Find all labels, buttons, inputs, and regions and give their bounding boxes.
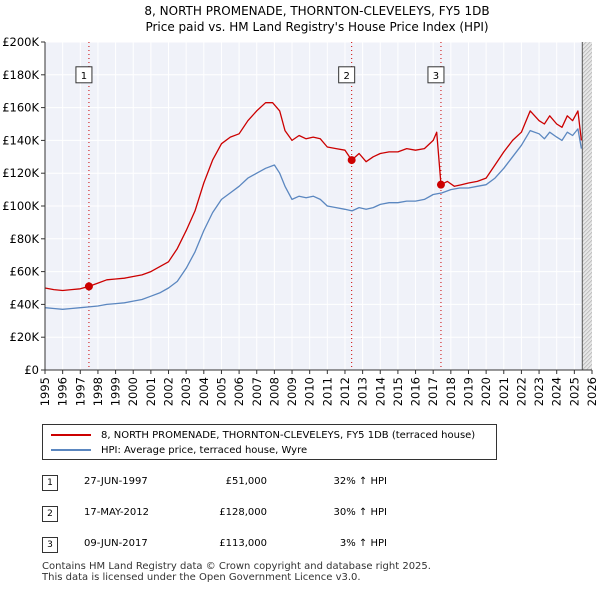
x-tick-label: 2000 [126,377,140,406]
y-tick-label: £100K [2,199,39,213]
sale-hpi-change: 32% ↑ HPI [333,476,387,487]
chart-subtitle: Price paid vs. HM Land Registry's House … [145,20,488,34]
hatch-line [582,311,593,323]
sale-date: 27-JUN-1997 [84,476,148,487]
sale-date: 17-MAY-2012 [84,507,150,518]
sale-points [84,156,445,291]
x-tick-label: 2012 [338,377,352,406]
legend-swatch-property [51,434,91,436]
legend-item-property: 8, NORTH PROMENADE, THORNTON-CLEVELEYS, … [51,428,475,442]
legend: 8, NORTH PROMENADE, THORNTON-CLEVELEYS, … [42,424,497,460]
x-tick-label: 2017 [426,377,440,406]
x-tick-label: 2019 [462,377,476,406]
footer: Contains HM Land Registry data © Crown c… [42,561,431,583]
hatch-line [582,87,593,99]
sale-date: 09-JUN-2017 [84,538,148,549]
x-axis: 1995 1996 1997 1998 1999 2000 2001 2002 2003 2004… [38,369,599,406]
footer-licence: This data is licensed under the Open Gov… [42,572,361,583]
y-tick-label: £20K [10,330,40,344]
x-tick-label: 2022 [514,377,528,406]
y-tick-label: £120K [2,166,39,180]
x-tick-label: 2010 [303,377,317,406]
x-tick-label: 2005 [214,377,228,406]
legend-item-hpi: HPI: Average price, terraced house, Wyre [51,443,307,457]
sale-number: 2 [42,506,58,522]
x-tick-label: 1998 [91,377,105,406]
sale-price: £128,000 [219,507,267,518]
y-tick-label: £140K [2,133,39,147]
sale-label-box [75,66,93,84]
x-tick-label: 2026 [585,377,599,406]
x-tick-label: 2013 [356,377,370,406]
sale-label-text: 2 [343,71,349,82]
sale-marker-lines [88,42,583,370]
x-tick-label: 2002 [162,377,176,406]
future-region [582,42,592,370]
x-tick-label: 2015 [391,377,405,406]
y-tick-label: £200K [2,35,39,49]
sale-row: 1 27-JUN-1997 £51,000 32% ↑ HPI [42,472,542,492]
series-line [44,128,583,310]
x-tick-label: 2007 [250,377,264,406]
hatch-line [582,307,593,319]
sale-hpi-change: 30% ↑ HPI [333,507,387,518]
x-tick-label: 2025 [567,377,581,406]
x-tick-label: 1995 [38,377,52,406]
sale-label-box [338,66,356,84]
sale-label-box [427,66,445,84]
y-tick-label: £180K [2,68,39,82]
hatch-line [582,199,593,211]
x-tick-label: 1999 [109,377,123,406]
x-tick-label: 2011 [320,377,334,406]
sale-price: £113,000 [219,538,267,549]
future-hatch [582,42,593,370]
x-tick-label: 2016 [409,377,423,406]
sale-row: 3 09-JUN-2017 £113,000 3% ↑ HPI [42,534,542,554]
sale-label-text: 1 [81,71,87,82]
sale-number: 1 [42,475,58,491]
hatch-line [582,91,593,103]
sale-price: £51,000 [225,476,267,487]
x-tick-label: 2004 [197,377,211,406]
hatch-line [582,95,593,107]
series-lines [44,102,583,310]
y-tick-label: £80K [10,232,40,246]
x-tick-label: 2001 [144,377,158,406]
y-tick-label: £40K [10,297,40,311]
series-line [44,102,583,292]
y-tick-label: £60K [10,265,40,279]
y-tick-label: £160K [2,101,39,115]
x-tick-label: 1996 [56,377,70,406]
footer-copyright: Contains HM Land Registry data © Crown c… [42,561,431,572]
x-tick-label: 1997 [73,377,87,406]
sale-row: 2 17-MAY-2012 £128,000 30% ↑ HPI [42,503,542,523]
legend-label-hpi: HPI: Average price, terraced house, Wyre [101,444,308,456]
sale-label-text: 3 [433,71,439,82]
price-chart: 8, NORTH PROMENADE, THORNTON-CLEVELEYS, … [2,4,599,406]
legend-swatch-hpi [51,449,91,451]
sale-point [347,156,356,165]
legend-label-property: 8, NORTH PROMENADE, THORNTON-CLEVELEYS, … [101,429,476,441]
sale-labels: 1 2 3 [75,66,445,84]
x-tick-label: 2014 [373,377,387,406]
y-axis: £0 £20K £40K £60K £80K £100K £120K £140K £160K £1… [2,35,46,377]
y-tick-label: £0 [24,363,39,377]
chart-title: 8, NORTH PROMENADE, THORNTON-CLEVELEYS, … [144,4,489,18]
x-tick-label: 2018 [444,377,458,406]
x-tick-label: 2021 [497,377,511,406]
x-tick-label: 2006 [232,377,246,406]
x-tick-label: 2009 [285,377,299,406]
x-tick-label: 2020 [479,377,493,406]
hatch-line [582,203,593,215]
x-tick-label: 2024 [550,377,564,406]
sale-number: 3 [42,537,58,553]
sale-point [436,180,445,189]
grid-lines [44,41,593,371]
x-tick-label: 2023 [532,377,546,406]
sale-point [84,282,93,291]
x-tick-label: 2008 [267,377,281,406]
x-tick-label: 2003 [179,377,193,406]
sale-hpi-change: 3% ↑ HPI [339,538,387,549]
